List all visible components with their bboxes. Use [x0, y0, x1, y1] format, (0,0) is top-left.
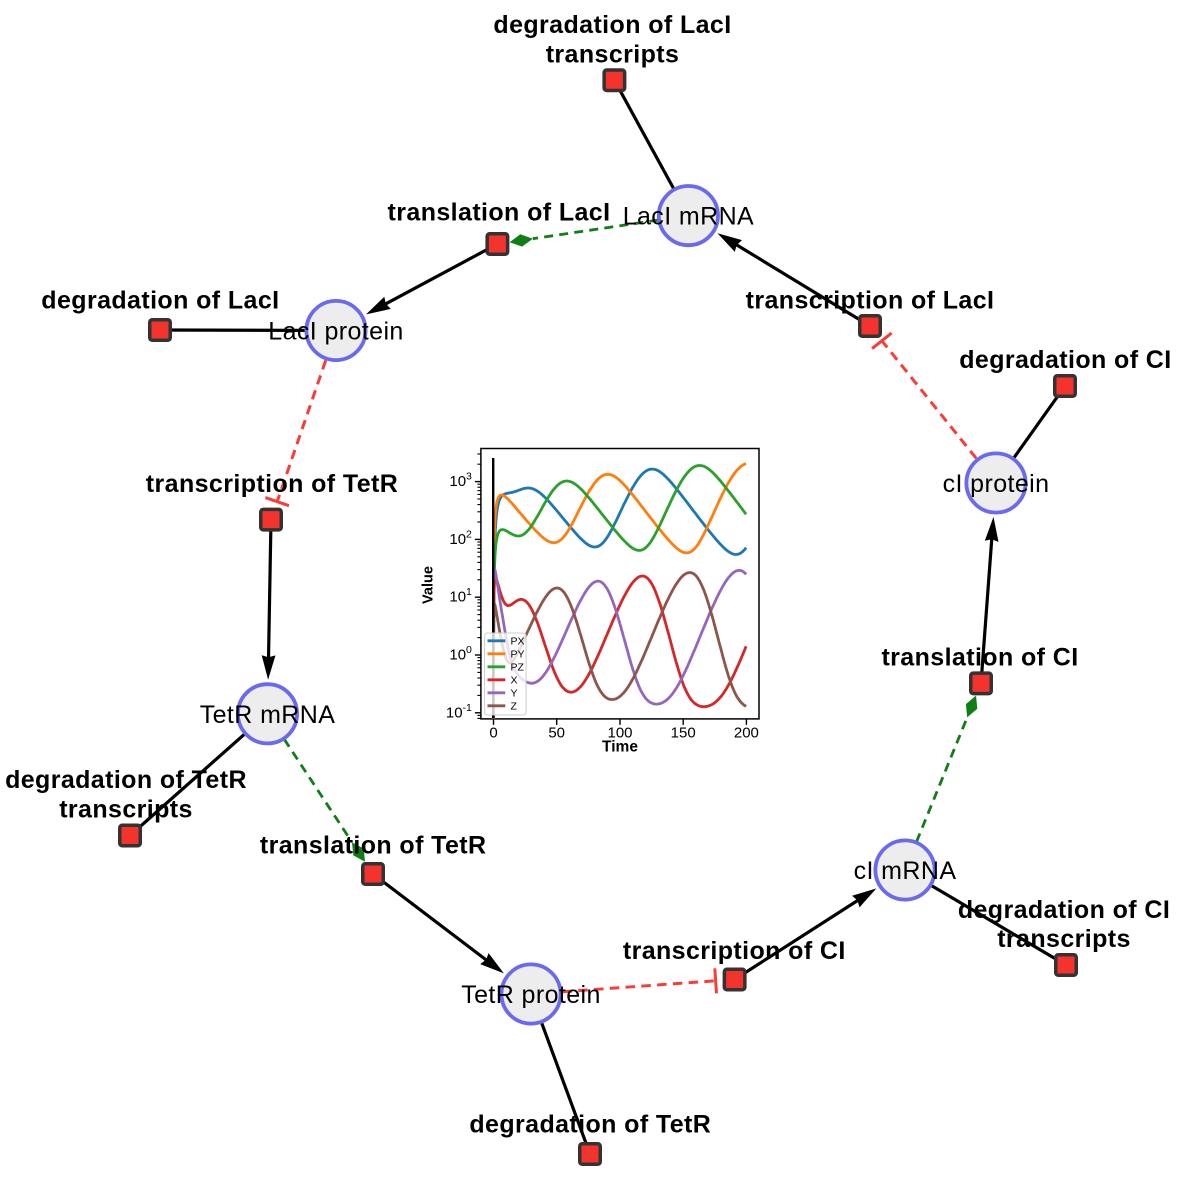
- svg-text:cI mRNA: cI mRNA: [854, 857, 957, 885]
- svg-text:LacI mRNA: LacI mRNA: [623, 203, 754, 231]
- svg-text:200: 200: [734, 725, 759, 742]
- svg-text:transcripts: transcripts: [59, 796, 193, 824]
- svg-text:degradation of CI: degradation of CI: [959, 346, 1171, 374]
- svg-text:Value: Value: [421, 566, 437, 604]
- svg-text:translation of LacI: translation of LacI: [388, 198, 611, 226]
- svg-text:degradation of CI: degradation of CI: [958, 896, 1170, 924]
- svg-text:PX: PX: [511, 636, 525, 648]
- svg-text:150: 150: [671, 725, 696, 742]
- svg-text:Time: Time: [602, 739, 638, 756]
- svg-text:50: 50: [548, 725, 565, 742]
- svg-text:PZ: PZ: [511, 662, 525, 674]
- svg-text:LacI protein: LacI protein: [268, 318, 403, 346]
- svg-text:degradation of TetR: degradation of TetR: [5, 766, 247, 794]
- svg-text:TetR protein: TetR protein: [461, 981, 601, 1009]
- svg-text:Z: Z: [511, 701, 518, 713]
- svg-text:translation of TetR: translation of TetR: [260, 831, 487, 859]
- svg-text:100: 100: [607, 725, 632, 742]
- svg-text:translation of CI: translation of CI: [881, 644, 1078, 672]
- svg-text:TetR mRNA: TetR mRNA: [200, 701, 336, 729]
- svg-text:transcription of LacI: transcription of LacI: [746, 286, 995, 314]
- svg-text:transcription of TetR: transcription of TetR: [146, 470, 398, 498]
- svg-text:degradation of LacI: degradation of LacI: [493, 11, 731, 39]
- svg-text:PY: PY: [511, 649, 525, 661]
- svg-text:transcripts: transcripts: [546, 40, 680, 68]
- svg-text:Y: Y: [511, 688, 518, 700]
- svg-text:transcription of CI: transcription of CI: [623, 937, 846, 965]
- svg-text:degradation of TetR: degradation of TetR: [469, 1111, 711, 1139]
- svg-text:X: X: [511, 675, 518, 687]
- svg-text:cI protein: cI protein: [943, 470, 1050, 498]
- svg-text:transcripts: transcripts: [997, 925, 1131, 953]
- svg-text:0: 0: [489, 725, 497, 742]
- svg-text:degradation of LacI: degradation of LacI: [41, 287, 279, 315]
